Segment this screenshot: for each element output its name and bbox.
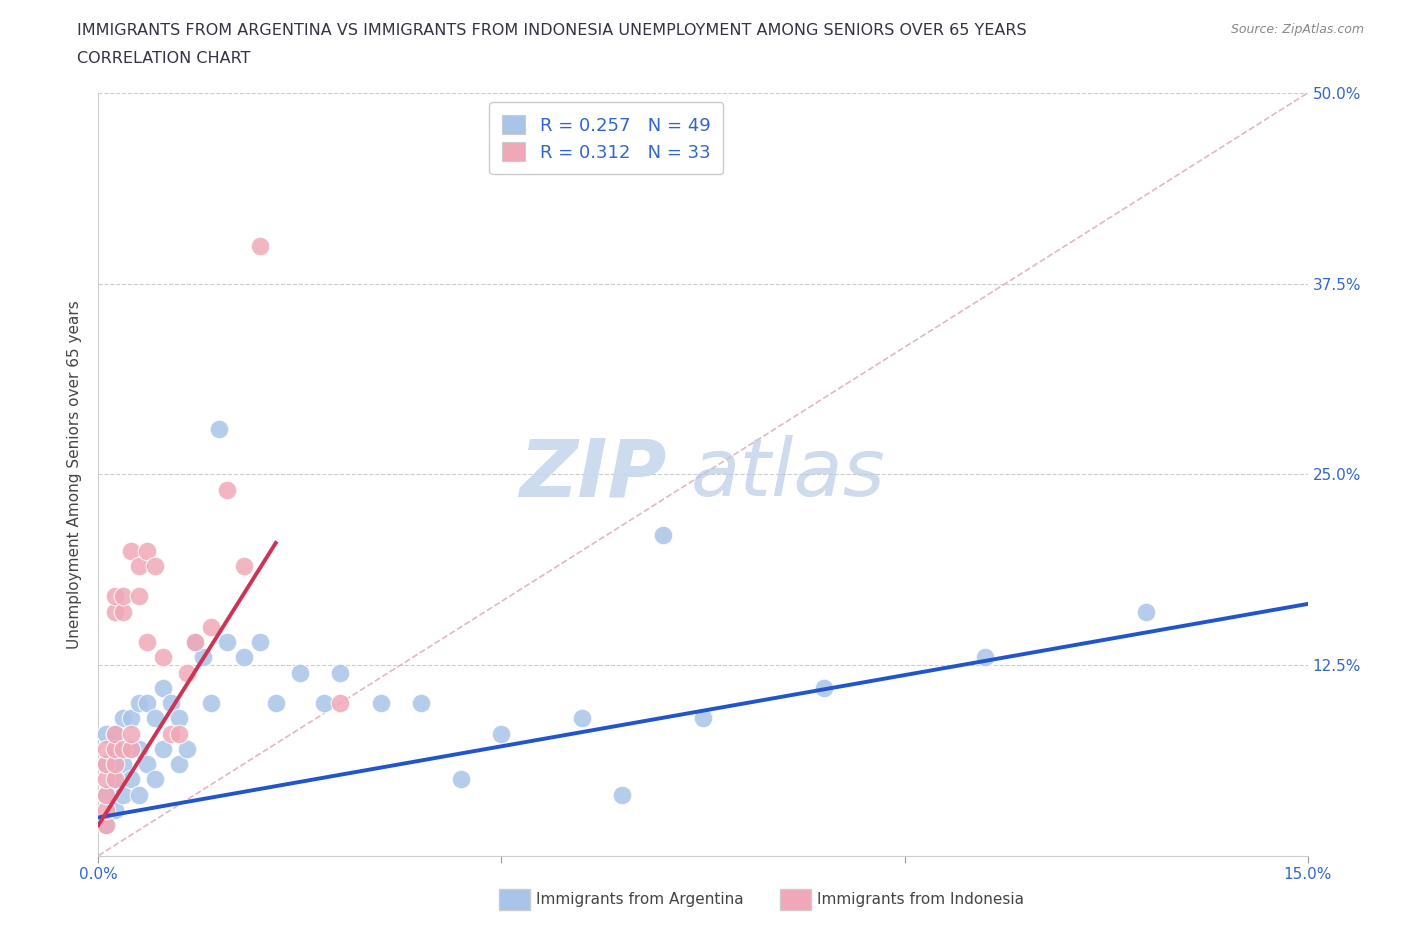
Point: [450, 772, 472, 787]
Point: [152, 681, 174, 696]
Point: [96, 817, 118, 832]
Point: [103, 604, 125, 619]
Point: [152, 650, 174, 665]
Point: [491, 726, 513, 741]
Point: [143, 558, 166, 573]
Point: [193, 650, 215, 665]
Point: [128, 741, 150, 756]
Point: [120, 772, 142, 787]
Point: [135, 634, 157, 649]
Point: [103, 772, 125, 787]
Point: [135, 543, 157, 558]
Point: [96, 726, 118, 741]
Legend: R = 0.257   N = 49, R = 0.312   N = 33: R = 0.257 N = 49, R = 0.312 N = 33: [489, 102, 723, 174]
Point: [232, 558, 254, 573]
Y-axis label: Unemployment Among Seniors over 65 years: Unemployment Among Seniors over 65 years: [67, 300, 83, 649]
Point: [167, 757, 190, 772]
Point: [103, 757, 125, 772]
Point: [612, 787, 634, 802]
Point: [1135, 604, 1157, 619]
Point: [96, 772, 118, 787]
Point: [692, 711, 714, 725]
Text: atlas: atlas: [690, 435, 886, 513]
Point: [152, 741, 174, 756]
Point: [120, 741, 142, 756]
Point: [288, 665, 311, 680]
Point: [103, 589, 125, 604]
Point: [160, 696, 183, 711]
Point: [128, 696, 150, 711]
Point: [329, 665, 352, 680]
Point: [813, 681, 835, 696]
Point: [111, 604, 134, 619]
Point: [96, 741, 118, 756]
Text: IMMIGRANTS FROM ARGENTINA VS IMMIGRANTS FROM INDONESIA UNEMPLOYMENT AMONG SENIOR: IMMIGRANTS FROM ARGENTINA VS IMMIGRANTS …: [77, 23, 1026, 38]
Point: [120, 726, 142, 741]
Point: [249, 634, 271, 649]
Point: [111, 589, 134, 604]
Point: [103, 772, 125, 787]
Point: [249, 238, 271, 253]
Point: [103, 741, 125, 756]
Point: [167, 726, 190, 741]
Point: [176, 665, 198, 680]
Point: [111, 757, 134, 772]
Point: [184, 634, 207, 649]
Point: [143, 772, 166, 787]
Point: [135, 757, 157, 772]
Point: [103, 803, 125, 817]
Point: [200, 619, 222, 634]
Point: [128, 787, 150, 802]
Point: [120, 543, 142, 558]
Point: [217, 482, 239, 497]
Point: [120, 711, 142, 725]
Point: [111, 787, 134, 802]
Point: [96, 817, 118, 832]
Text: Source: ZipAtlas.com: Source: ZipAtlas.com: [1230, 23, 1364, 36]
Text: ZIP: ZIP: [519, 435, 666, 513]
Point: [184, 634, 207, 649]
Point: [120, 741, 142, 756]
Point: [200, 696, 222, 711]
Point: [160, 726, 183, 741]
Point: [409, 696, 432, 711]
Point: [103, 726, 125, 741]
Point: [329, 696, 352, 711]
Point: [96, 787, 118, 802]
Point: [314, 696, 336, 711]
Point: [128, 558, 150, 573]
Point: [232, 650, 254, 665]
Point: [111, 711, 134, 725]
Point: [176, 741, 198, 756]
Text: Immigrants from Indonesia: Immigrants from Indonesia: [817, 892, 1024, 907]
Point: [370, 696, 392, 711]
Point: [167, 711, 190, 725]
Point: [217, 634, 239, 649]
Text: CORRELATION CHART: CORRELATION CHART: [77, 51, 250, 66]
Point: [103, 757, 125, 772]
Point: [651, 528, 673, 543]
Point: [974, 650, 997, 665]
Point: [96, 757, 118, 772]
Point: [96, 757, 118, 772]
Point: [143, 711, 166, 725]
Point: [128, 589, 150, 604]
Point: [96, 787, 118, 802]
Point: [96, 803, 118, 817]
Point: [103, 726, 125, 741]
Point: [111, 741, 134, 756]
Point: [208, 421, 231, 436]
Point: [571, 711, 593, 725]
Text: Immigrants from Argentina: Immigrants from Argentina: [536, 892, 744, 907]
Point: [264, 696, 287, 711]
Point: [135, 696, 157, 711]
